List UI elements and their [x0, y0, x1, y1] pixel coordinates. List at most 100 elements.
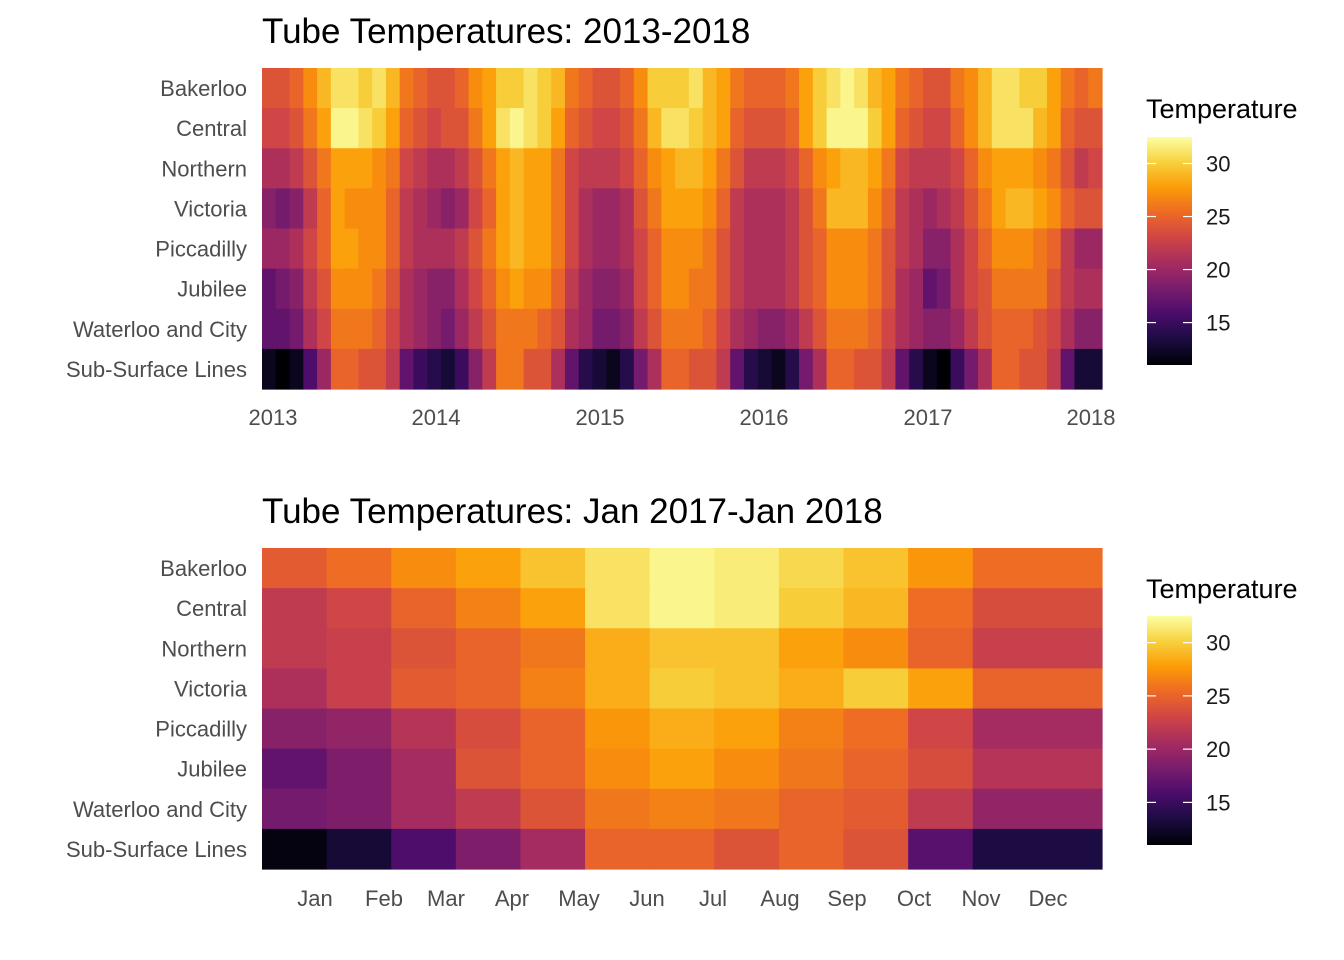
heatmap-cell [922, 108, 938, 149]
row-label: Northern [161, 636, 247, 661]
heatmap-cell [482, 348, 497, 390]
heatmap-cell [551, 348, 566, 390]
heatmap-cell [950, 188, 965, 230]
heatmap-cell [275, 348, 291, 390]
heatmap-cell [413, 268, 428, 310]
heatmap-cell [317, 148, 332, 189]
heatmap-cell [592, 228, 607, 270]
x-tick-label: 2013 [249, 405, 298, 430]
heatmap-cell [649, 748, 715, 790]
heatmap-cell [275, 188, 291, 230]
heatmap-cell [812, 228, 828, 270]
heatmap-cell [867, 68, 883, 109]
heatmap-cell [716, 188, 731, 230]
heatmap-cell [826, 228, 841, 270]
heatmap-cell [730, 308, 745, 350]
heatmap-cell [455, 588, 522, 629]
heatmap-cell [391, 708, 457, 750]
heatmap-cell [441, 308, 456, 350]
heatmap-cell [854, 308, 869, 350]
heatmap-cell [523, 108, 539, 149]
heatmap-cell [303, 68, 318, 109]
heatmap-cell [826, 348, 841, 390]
heatmap-cell [427, 68, 442, 109]
heatmap-cell [413, 188, 428, 230]
heatmap-cell [843, 708, 909, 750]
heatmap-cell [1088, 268, 1103, 310]
heatmap-cell [509, 108, 525, 149]
heatmap-cell [688, 148, 704, 189]
heatmap-cell [854, 68, 869, 109]
heatmap-cell [344, 308, 359, 350]
heatmap-cell [385, 348, 401, 390]
heatmap-cell [275, 268, 291, 310]
heatmap-cell [785, 108, 800, 149]
heatmap-cell [757, 108, 773, 149]
heatmap-cell [468, 148, 483, 189]
heatmap-cell [413, 348, 428, 390]
heatmap-cell [1088, 108, 1103, 149]
heatmap-cell [730, 68, 745, 109]
heatmap-cell [391, 588, 457, 629]
heatmap-cell [326, 628, 392, 669]
heatmap-cell [606, 108, 621, 149]
heatmap-cell [972, 628, 1038, 669]
heatmap-cell [922, 68, 938, 109]
heatmap-cell [606, 308, 621, 350]
row-label: Jubilee [177, 277, 247, 302]
heatmap-cell [564, 348, 580, 390]
heatmap-cell [606, 68, 621, 109]
heatmap-cell [854, 188, 869, 230]
heatmap-cell [551, 188, 566, 230]
heatmap-cell [714, 628, 780, 669]
heatmap-cell [585, 668, 651, 710]
heatmap-cell [391, 788, 457, 830]
heatmap-cell [743, 108, 759, 149]
heatmap-cell [275, 68, 291, 109]
heatmap-cell [537, 108, 552, 149]
heatmap-cell [454, 108, 470, 149]
legend-tick-label: 25 [1206, 205, 1230, 230]
heatmap-cell [843, 548, 909, 589]
heatmap-cell [1005, 308, 1020, 350]
heatmap-cell [262, 268, 277, 310]
legend-tick-label: 25 [1206, 684, 1230, 709]
heatmap-cell [585, 548, 651, 589]
heatmap-cell [585, 588, 651, 629]
heatmap-cell [523, 188, 539, 230]
heatmap-cell [358, 108, 373, 149]
heatmap-cell [372, 108, 387, 149]
heatmap-cell [385, 148, 401, 189]
heatmap-cell [978, 348, 993, 390]
heatmap-cell [908, 708, 974, 750]
heatmap-cell [620, 188, 635, 230]
heatmap-cell [936, 148, 952, 189]
heatmap-cell [1037, 628, 1103, 669]
heatmap-cell [620, 68, 635, 109]
heatmap-cell [757, 308, 773, 350]
heatmap-cell [854, 348, 869, 390]
heatmap-cell [633, 188, 649, 230]
heatmap-cell [661, 348, 676, 390]
heatmap-cell [344, 268, 359, 310]
row-label: Bakerloo [160, 76, 247, 101]
heatmap-cell [688, 308, 704, 350]
heatmap-cell [468, 308, 483, 350]
heatmap-cell [675, 228, 690, 270]
x-tick-label: 2015 [576, 405, 625, 430]
heatmap-cell [688, 68, 704, 109]
heatmap-cell [922, 188, 938, 230]
heatmap-cell [1046, 188, 1062, 230]
heatmap-cell [649, 588, 715, 629]
heatmap-cell [778, 548, 845, 589]
heatmap-cell [922, 308, 938, 350]
heatmap-cell [843, 628, 909, 669]
heatmap-cell [1046, 108, 1062, 149]
row-label: Bakerloo [160, 556, 247, 581]
heatmap-cell [564, 108, 580, 149]
heatmap-cell [585, 788, 651, 830]
legend-2: Temperature 30 25 20 15 [1146, 574, 1298, 845]
heatmap-cell [317, 188, 332, 230]
heatmap-cell [399, 148, 415, 189]
heatmap-cell [289, 348, 304, 390]
